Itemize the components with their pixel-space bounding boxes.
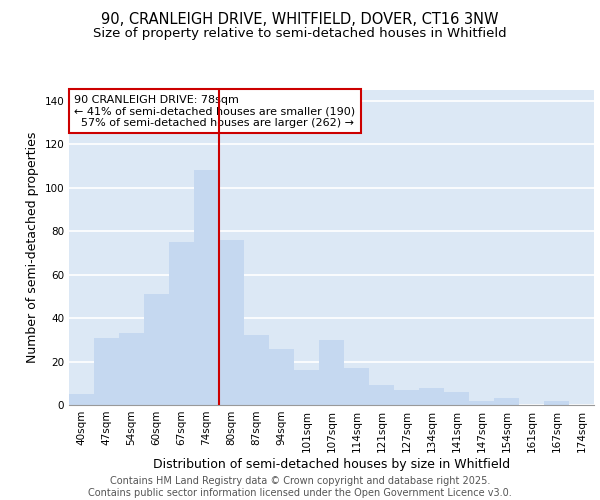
Text: 90, CRANLEIGH DRIVE, WHITFIELD, DOVER, CT16 3NW: 90, CRANLEIGH DRIVE, WHITFIELD, DOVER, C… [101,12,499,28]
Bar [494,398,519,405]
Bar [394,390,419,405]
Y-axis label: Number of semi-detached properties: Number of semi-detached properties [26,132,39,363]
Bar [544,400,569,405]
Bar [69,394,94,405]
Text: 90 CRANLEIGH DRIVE: 78sqm
← 41% of semi-detached houses are smaller (190)
  57% : 90 CRANLEIGH DRIVE: 78sqm ← 41% of semi-… [74,94,355,128]
Bar [194,170,219,405]
Text: Size of property relative to semi-detached houses in Whitfield: Size of property relative to semi-detach… [93,28,507,40]
Bar [294,370,319,405]
Bar [244,336,269,405]
Bar [169,242,194,405]
Bar [444,392,469,405]
Bar [469,400,494,405]
Bar [419,388,444,405]
Bar [344,368,369,405]
Bar [94,338,119,405]
Bar [319,340,344,405]
Bar [269,348,294,405]
X-axis label: Distribution of semi-detached houses by size in Whitfield: Distribution of semi-detached houses by … [153,458,510,470]
Text: Contains HM Land Registry data © Crown copyright and database right 2025.
Contai: Contains HM Land Registry data © Crown c… [88,476,512,498]
Bar [119,334,144,405]
Bar [144,294,169,405]
Bar [219,240,244,405]
Bar [369,386,394,405]
